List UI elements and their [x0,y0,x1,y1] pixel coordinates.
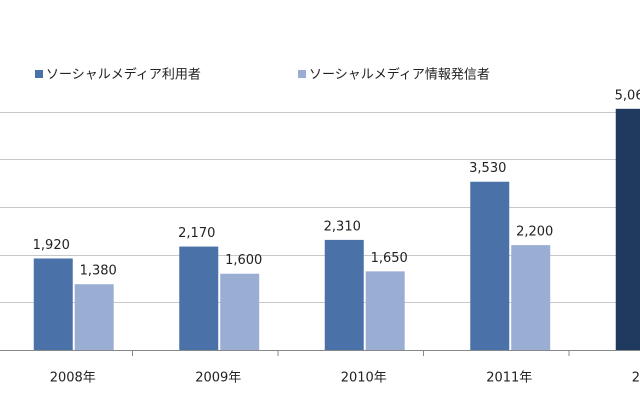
bar [220,273,260,350]
x-tick-label: 2008年 [50,371,96,386]
x-tick-label: 2009年 [195,371,241,386]
x-tick-label: 2012年 [632,371,640,386]
legend-label: ソーシャルメディア利用者 [46,67,201,83]
value-label: 1,600 [225,253,262,268]
bar [511,245,551,350]
legend-swatch [298,70,306,78]
bar [324,239,364,350]
value-label: 2,310 [324,219,361,234]
bar [33,258,73,350]
bar [179,246,219,350]
value-label: 5,060 [615,88,640,103]
value-label: 2,170 [178,226,215,241]
x-tick-label: 2011年 [486,371,532,386]
bar [365,271,405,350]
value-label: 3,530 [469,161,506,176]
bar [74,284,114,350]
value-label: 2,200 [516,225,553,240]
bar [615,108,640,350]
x-tick-label: 2010年 [341,371,387,386]
bar [470,181,510,350]
value-label: 1,920 [33,238,70,253]
value-label: 1,650 [371,251,408,266]
value-label: 1,380 [80,264,117,279]
legend-swatch [35,70,43,78]
legend-label: ソーシャルメディア情報発信者 [309,67,490,83]
